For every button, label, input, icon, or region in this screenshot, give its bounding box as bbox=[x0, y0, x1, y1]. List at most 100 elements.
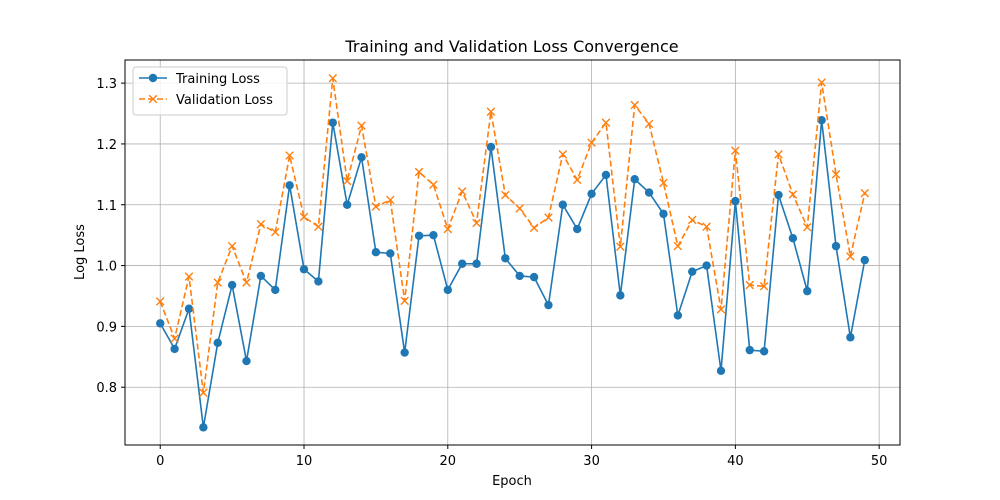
training-loss-point bbox=[184, 304, 194, 313]
training-loss-point bbox=[644, 188, 654, 197]
training-loss-point bbox=[860, 255, 869, 265]
training-loss-point bbox=[788, 234, 798, 243]
y-tick-label: 1.0 bbox=[96, 260, 117, 275]
training-loss-point bbox=[573, 224, 582, 234]
y-tick-label: 0.8 bbox=[96, 381, 117, 396]
training-loss-point bbox=[501, 254, 510, 263]
x-tick-label: 50 bbox=[871, 454, 888, 469]
validation-loss-point bbox=[256, 219, 266, 229]
training-loss-point bbox=[817, 116, 826, 125]
validation-loss-point bbox=[371, 202, 381, 211]
training-loss-point bbox=[688, 267, 697, 276]
legend-item-training-loss: Training Loss bbox=[139, 72, 260, 87]
training-loss-point bbox=[242, 356, 251, 366]
y-tick-label: 0.9 bbox=[96, 320, 117, 335]
legend: Training Loss Validation Loss bbox=[132, 66, 288, 116]
training-loss-point bbox=[745, 345, 754, 355]
validation-loss-point bbox=[457, 187, 467, 196]
validation-loss-point bbox=[601, 118, 611, 127]
validation-loss-point bbox=[285, 151, 294, 160]
legend-label-training-loss: Training Loss bbox=[175, 72, 260, 87]
validation-loss-point bbox=[644, 119, 654, 129]
x-tick-label: 30 bbox=[583, 454, 600, 469]
validation-loss-point bbox=[429, 180, 438, 189]
validation-loss-point bbox=[831, 170, 841, 179]
training-loss-point bbox=[170, 344, 179, 354]
validation-loss-point bbox=[385, 195, 395, 205]
validation-loss-point bbox=[802, 222, 812, 232]
plot-frame bbox=[124, 59, 901, 446]
training-loss-point bbox=[400, 348, 409, 357]
training-loss-point bbox=[673, 311, 683, 320]
validation-loss-point bbox=[270, 227, 280, 237]
validation-loss-point bbox=[558, 149, 568, 159]
x-axis-label: Epoch bbox=[492, 474, 532, 489]
training-loss-point bbox=[486, 142, 496, 152]
validation-loss-point bbox=[328, 73, 338, 83]
validation-loss-point bbox=[673, 241, 683, 251]
training-loss-point bbox=[472, 259, 481, 268]
validation-loss-point bbox=[587, 138, 596, 148]
training-loss-point bbox=[199, 423, 208, 432]
validation-loss-point bbox=[314, 222, 323, 231]
validation-loss-point bbox=[630, 100, 640, 110]
training-loss-point bbox=[702, 261, 711, 270]
validation-loss-point bbox=[155, 297, 165, 306]
training-loss-point bbox=[803, 286, 812, 296]
training-loss-point bbox=[443, 285, 452, 295]
validation-loss-point bbox=[501, 190, 510, 200]
validation-loss-point bbox=[529, 223, 539, 233]
validation-loss-point bbox=[572, 175, 582, 185]
training-loss-point bbox=[774, 190, 783, 200]
training-loss-point bbox=[587, 189, 596, 199]
validation-loss-point bbox=[745, 280, 755, 290]
training-loss-point bbox=[659, 209, 668, 219]
x-tick-label: 0 bbox=[156, 454, 164, 469]
validation-loss-point bbox=[616, 242, 625, 252]
series-training-loss bbox=[156, 116, 869, 432]
training-loss-point bbox=[759, 347, 769, 356]
validation-loss-point bbox=[817, 78, 826, 87]
validation-loss-point bbox=[774, 149, 783, 159]
training-loss-point bbox=[256, 271, 266, 281]
training-loss-point bbox=[601, 170, 611, 180]
validation-loss-point bbox=[702, 222, 711, 231]
validation-loss-point bbox=[846, 252, 855, 261]
validation-loss-point bbox=[357, 121, 366, 130]
validation-loss-point bbox=[443, 224, 453, 234]
validation-loss-point bbox=[213, 278, 223, 287]
validation-loss-point bbox=[486, 107, 496, 116]
training-loss-point bbox=[831, 241, 841, 251]
validation-loss-point bbox=[759, 281, 769, 291]
validation-loss-point bbox=[299, 212, 309, 222]
series-validation-loss bbox=[155, 73, 870, 397]
training-loss-point bbox=[529, 272, 539, 282]
validation-loss-point bbox=[414, 167, 424, 177]
x-tick-label: 40 bbox=[727, 454, 744, 469]
grid bbox=[125, 60, 900, 445]
training-loss-point bbox=[846, 333, 855, 342]
y-tick-label: 1.1 bbox=[96, 199, 117, 214]
training-loss-point bbox=[314, 277, 323, 286]
training-loss-point bbox=[227, 280, 237, 290]
y-tick-label: 1.3 bbox=[96, 77, 117, 92]
validation-loss-point bbox=[860, 188, 870, 198]
validation-loss-point bbox=[184, 272, 194, 281]
validation-loss-point bbox=[242, 278, 251, 287]
legend-label-validation-loss: Validation Loss bbox=[176, 93, 273, 108]
validation-loss-point bbox=[788, 190, 798, 199]
training-loss-point bbox=[156, 319, 165, 328]
validation-loss-point bbox=[731, 146, 740, 155]
validation-loss-point bbox=[227, 241, 237, 251]
y-tick-label: 1.2 bbox=[96, 138, 117, 153]
x-tick-label: 10 bbox=[296, 454, 313, 469]
validation-loss-point bbox=[687, 215, 697, 225]
validation-loss-point bbox=[716, 305, 726, 314]
training-loss-point bbox=[371, 247, 381, 257]
training-loss-point bbox=[299, 265, 309, 274]
x-tick-label: 20 bbox=[440, 454, 457, 469]
training-loss-point bbox=[271, 285, 280, 295]
training-loss-point bbox=[515, 271, 524, 281]
training-loss-point bbox=[544, 300, 553, 310]
